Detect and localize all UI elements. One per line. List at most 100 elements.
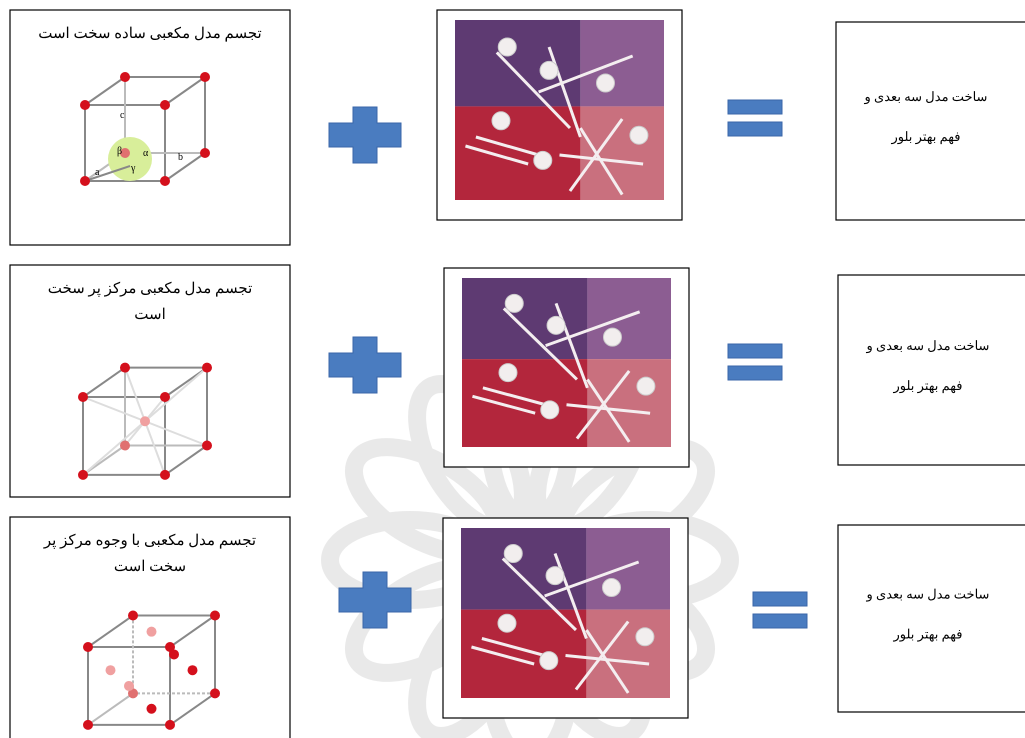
- atom: [210, 688, 220, 699]
- atom: [160, 100, 170, 110]
- cube-edge: [169, 614, 216, 648]
- atom: [80, 176, 90, 186]
- atom: [140, 416, 150, 427]
- left-text: است: [134, 307, 165, 323]
- angle-highlight: [108, 137, 152, 181]
- right-text: فهم بهتر بلور: [893, 378, 963, 394]
- cube-edge: [164, 152, 206, 182]
- cube: a b c α βγ: [80, 72, 210, 186]
- ball: [602, 327, 622, 347]
- cube-label: a: [95, 167, 100, 178]
- cube-label: b: [178, 152, 183, 163]
- cotton-swab: [482, 386, 546, 407]
- photo-patch: [587, 278, 671, 360]
- atom: [80, 100, 90, 110]
- equals-bar: [727, 99, 783, 115]
- cube-edge: [87, 692, 134, 726]
- right-box: [837, 274, 1025, 466]
- right-text: ساخت مدل سه بعدی و: [866, 338, 990, 354]
- atom: [146, 626, 157, 637]
- ball: [497, 37, 517, 57]
- left-box: [9, 9, 291, 246]
- atom: [165, 642, 175, 652]
- cotton-swab: [495, 51, 572, 130]
- cotton-swab: [501, 557, 577, 632]
- photo-patch: [462, 278, 588, 360]
- photo-patch: [586, 528, 670, 610]
- ball: [540, 400, 560, 420]
- ball: [601, 578, 621, 597]
- photo-patch: [580, 20, 664, 107]
- cube-label: α: [143, 148, 149, 159]
- ball: [533, 150, 553, 170]
- cube-edge: [164, 444, 208, 476]
- atom: [124, 680, 134, 691]
- cube: [83, 610, 220, 730]
- atom: [83, 642, 93, 652]
- right-text: فهم بهتر بلور: [893, 627, 963, 643]
- photo-patch: [461, 528, 587, 610]
- atom: [200, 148, 210, 158]
- ball: [539, 60, 559, 80]
- ball: [539, 651, 559, 671]
- cotton-swab: [544, 560, 640, 598]
- cotton-swab: [538, 54, 634, 94]
- ball: [636, 376, 656, 396]
- cube-label: β: [117, 146, 122, 157]
- plus-sign: [328, 336, 402, 394]
- right-text: ساخت مدل سه بعدی و: [866, 587, 990, 603]
- photo-patch: [462, 359, 588, 447]
- atom: [202, 440, 212, 451]
- right-text: ساخت مدل سه بعدی و: [864, 89, 988, 105]
- cotton-swab: [472, 394, 536, 415]
- ball: [491, 111, 511, 131]
- atom: [160, 176, 170, 186]
- ball: [546, 315, 566, 335]
- cube-edge: [164, 76, 206, 106]
- atom: [160, 392, 170, 402]
- left-text: تجسم مدل مکعبی با وجوه مرکز پر: [43, 533, 256, 549]
- cotton-swab: [579, 127, 624, 196]
- cube-edge: [82, 366, 126, 398]
- cotton-swab: [565, 654, 650, 666]
- atom: [202, 362, 212, 373]
- cotton-swab: [566, 403, 651, 415]
- cotton-swab: [547, 46, 582, 138]
- atom: [169, 649, 179, 660]
- ball: [497, 613, 517, 633]
- photo: [455, 20, 664, 200]
- photo-patch: [580, 106, 664, 200]
- cotton-swab: [586, 378, 631, 443]
- equals-bar: [727, 343, 783, 359]
- atom: [146, 703, 157, 714]
- equals-bar: [727, 121, 783, 137]
- left-box: [9, 516, 291, 738]
- photo-patch: [455, 20, 581, 107]
- equals-bar: [727, 365, 783, 381]
- cotton-swab: [475, 135, 540, 157]
- cotton-swab: [481, 637, 545, 657]
- atom: [187, 665, 198, 676]
- right-text: فهم بهتر بلور: [891, 129, 961, 145]
- cube-label: γ: [130, 163, 136, 174]
- atom: [78, 392, 88, 402]
- atom: [120, 148, 130, 158]
- photo-patch: [455, 106, 581, 200]
- left-text: سخت است: [114, 559, 186, 575]
- atom: [78, 469, 88, 480]
- ball: [629, 125, 649, 145]
- cube-edge: [87, 614, 134, 648]
- cotton-swab: [471, 645, 535, 666]
- cotton-swab: [585, 629, 630, 694]
- cube-edge: [84, 76, 126, 106]
- cotton-swab: [545, 310, 641, 348]
- equals-bar: [752, 613, 808, 629]
- cotton-swab: [559, 153, 644, 166]
- ball: [635, 627, 655, 647]
- equals-bar: [752, 591, 808, 607]
- ball: [503, 544, 523, 563]
- atom: [165, 719, 175, 730]
- atom: [200, 72, 210, 82]
- atom: [105, 665, 116, 676]
